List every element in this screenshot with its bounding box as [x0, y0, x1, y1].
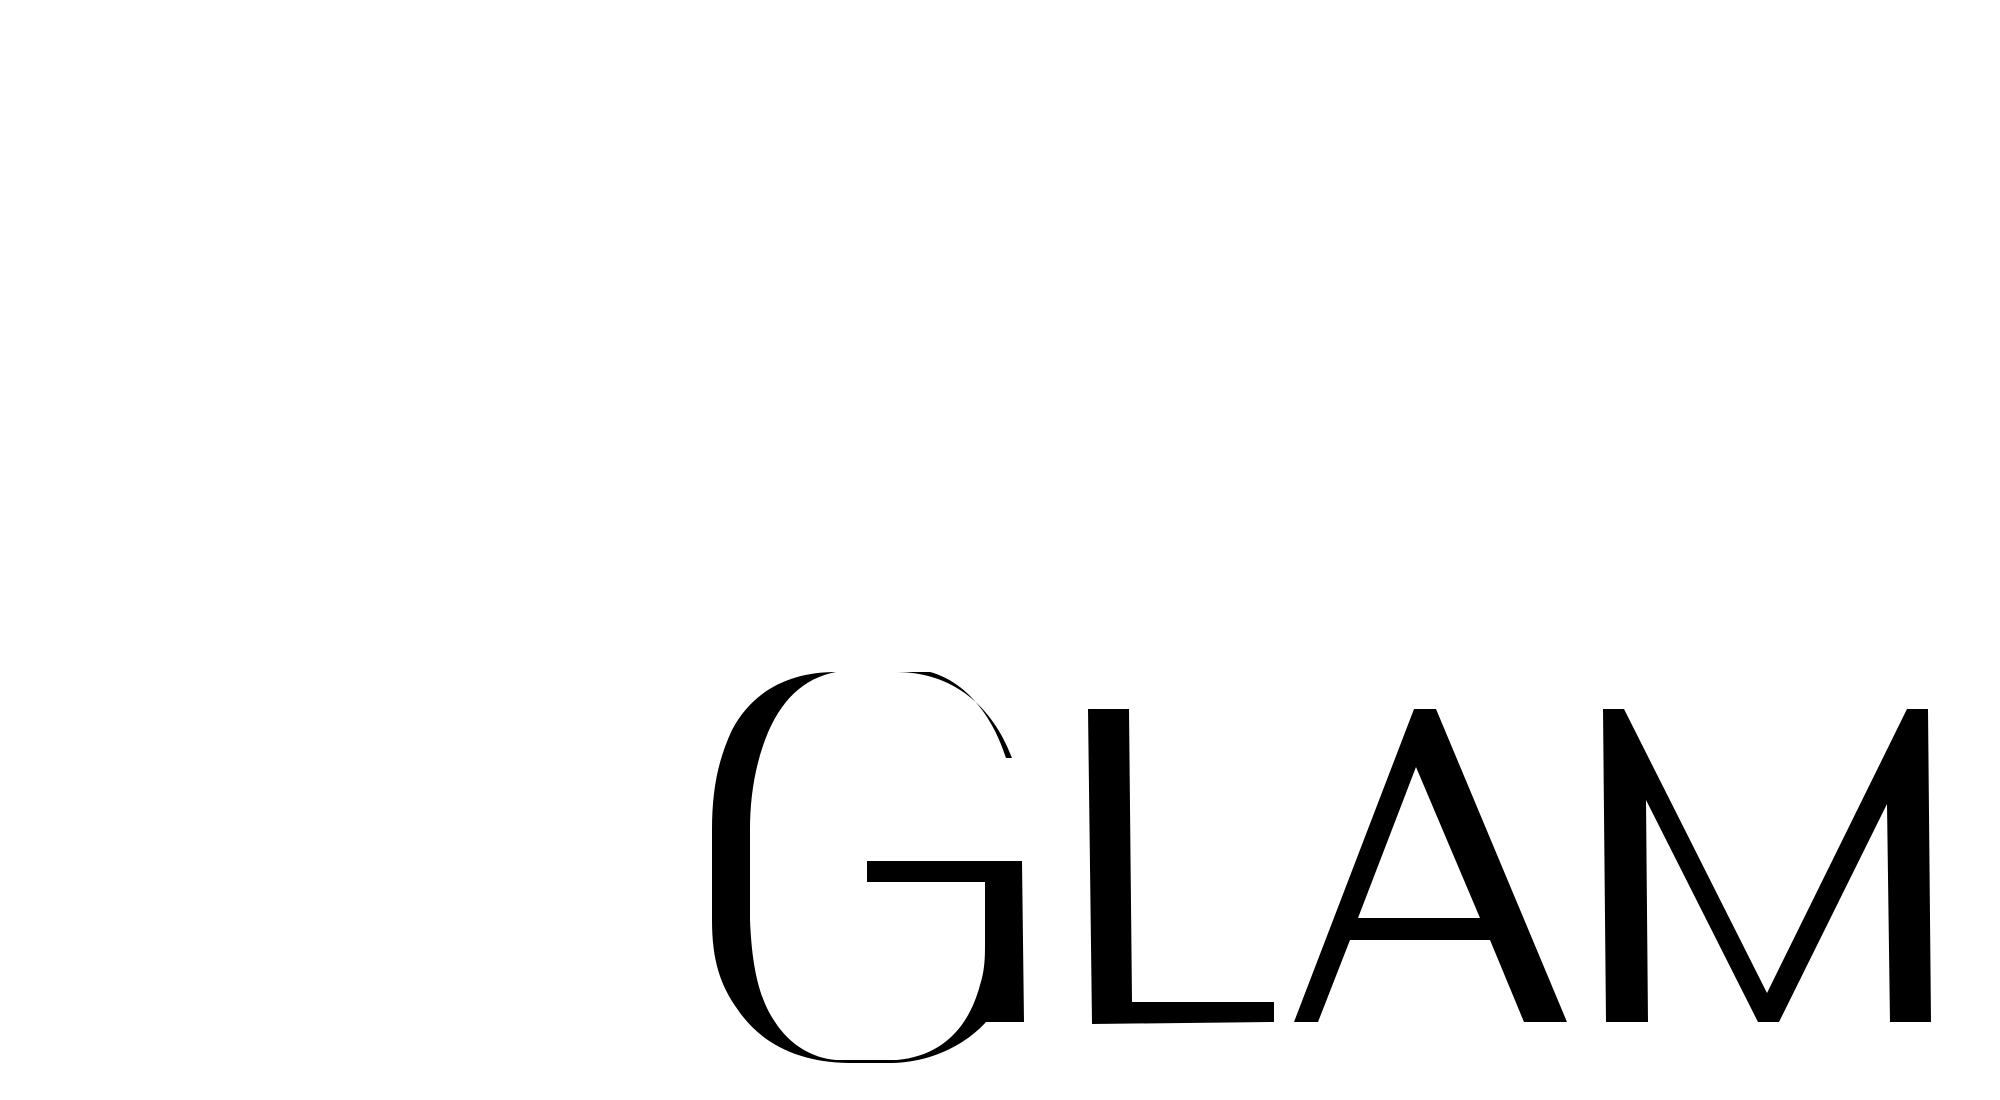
logo-letter-l [1088, 709, 1274, 1024]
logo-letter-a [1294, 709, 1567, 1022]
logo-letter-m [1603, 709, 1931, 1022]
logo-letter-g [712, 672, 1024, 1063]
